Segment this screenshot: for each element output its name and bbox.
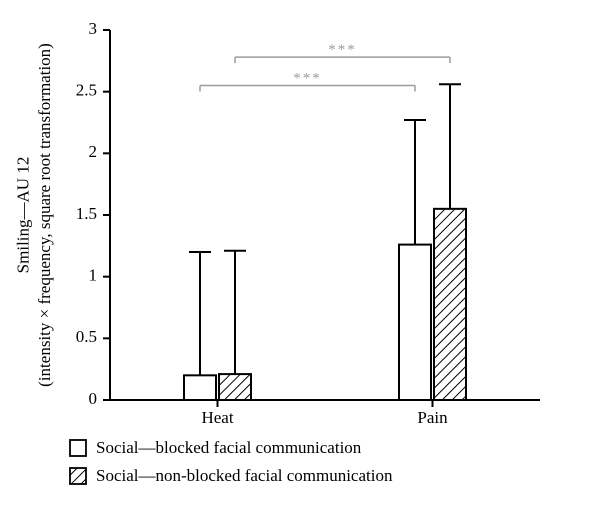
significance-label: *** xyxy=(328,42,357,58)
legend-label: Social—non-blocked facial communication xyxy=(96,466,393,485)
x-group-label: Pain xyxy=(417,408,448,427)
significance-label: *** xyxy=(293,71,322,87)
smiling-au12-bar-chart: 0 0.5 1 1.5 2 2.5 3 Heat Pain *** *** Smiling—AU 12… xyxy=(0,0,600,512)
bar xyxy=(184,375,216,400)
bar xyxy=(434,209,466,400)
x-group-label: Heat xyxy=(201,408,233,427)
y-axis-title: Smiling—AU 12(intensity × frequency, squ… xyxy=(14,43,54,387)
legend-label: Social—blocked facial communication xyxy=(96,438,362,457)
y-tick-label: 0 xyxy=(89,389,98,408)
y-tick-label: 0.5 xyxy=(76,327,97,346)
y-tick-label: 1.5 xyxy=(76,204,97,223)
y-tick-label: 2 xyxy=(89,142,98,161)
y-tick-label: 2.5 xyxy=(76,81,97,100)
bar xyxy=(399,245,431,400)
legend-swatch xyxy=(70,440,86,456)
bar xyxy=(219,374,251,400)
y-tick-label: 1 xyxy=(89,266,98,285)
legend-swatch xyxy=(70,468,86,484)
y-tick-label: 3 xyxy=(89,19,98,38)
